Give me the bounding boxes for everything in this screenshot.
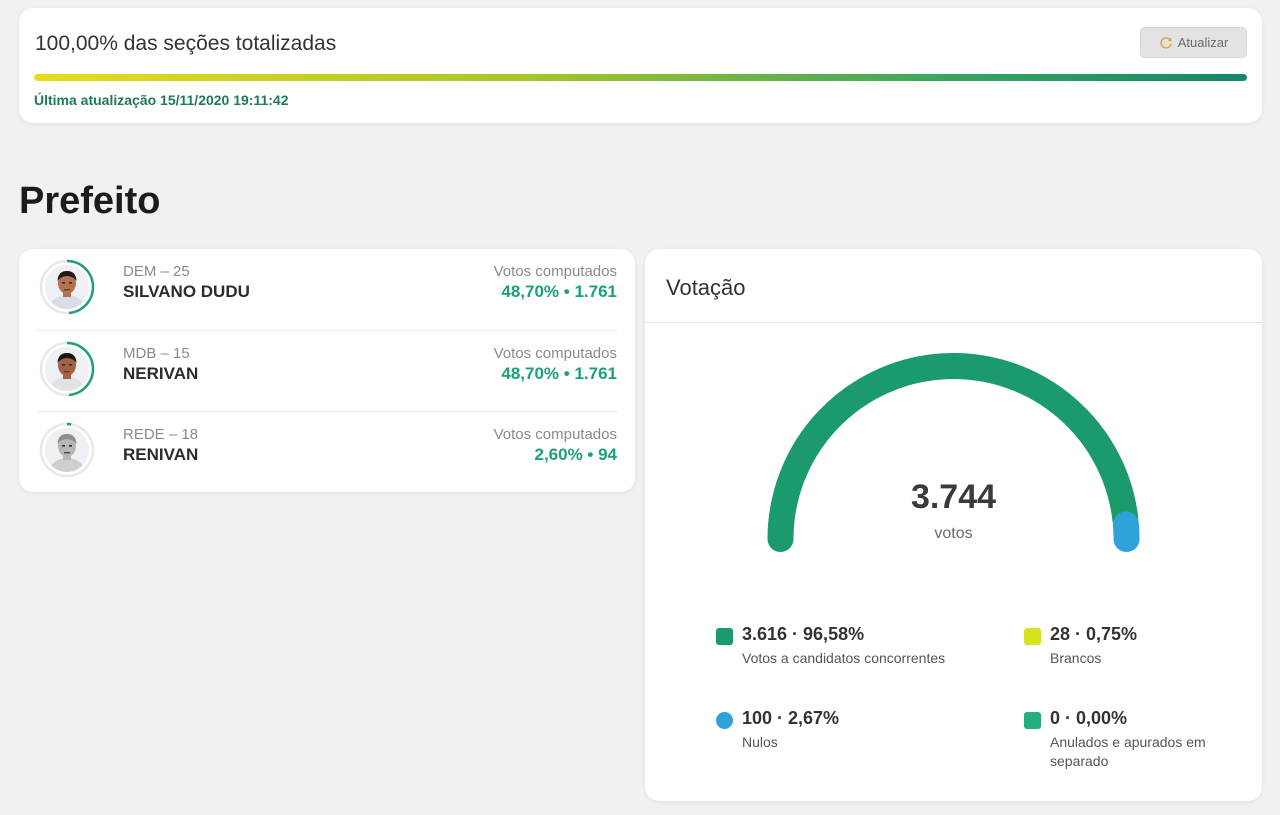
candidate-name: NERIVAN	[123, 364, 199, 383]
legend-label: Votos a candidatos concorrentes	[742, 650, 946, 666]
divider	[645, 322, 1262, 323]
totalization-progress-bar	[34, 74, 1247, 81]
gauge-segment-nulos	[1112, 511, 1140, 552]
candidate-name: RENIVAN	[123, 445, 199, 464]
candidate-photo-icon	[45, 347, 89, 391]
legend-swatch	[716, 628, 733, 645]
legend-label: Anulados e apurados em separado	[1050, 734, 1206, 769]
legend-swatch	[1024, 628, 1041, 645]
votes-value: 48,70% • 1.761	[501, 282, 617, 301]
votes-value: 2,60% • 94	[534, 445, 617, 464]
candidate-row[interactable]: REDE – 18 RENIVAN Votos computados 2,60%…	[37, 411, 617, 492]
totalization-status-card: 100,00% das seções totalizadas Atualizar…	[19, 8, 1262, 123]
section-title: Prefeito	[19, 180, 161, 222]
candidate-party: REDE – 18	[123, 426, 199, 443]
votes-gauge-chart	[767, 353, 1140, 552]
candidate-photo-icon	[45, 265, 89, 309]
candidate-party: DEM – 25	[123, 263, 190, 280]
candidate-row[interactable]: DEM – 25 SILVANO DUDU Votos computados 4…	[37, 249, 617, 330]
votes-label: Votos computados	[493, 426, 617, 443]
votacao-card: Votação 3.744 votos 3.616 · 96,58% Votos…	[645, 249, 1262, 801]
legend-label: Brancos	[1050, 650, 1102, 666]
refresh-icon	[1159, 36, 1173, 50]
candidate-avatar	[39, 422, 95, 478]
last-update-text: Última atualização 15/11/2020 19:11:42	[34, 92, 289, 108]
legend-swatch	[716, 712, 733, 729]
totalization-progress-fill	[34, 74, 1247, 81]
candidates-card: DEM – 25 SILVANO DUDU Votos computados 4…	[19, 249, 635, 492]
gauge-segment-candidatos	[767, 353, 1139, 552]
totalization-title: 100,00% das seções totalizadas	[35, 32, 337, 55]
candidate-photo-icon	[45, 428, 89, 472]
legend-swatch	[1024, 712, 1041, 729]
legend-value: 0 · 0,00%	[1050, 708, 1128, 728]
candidate-row[interactable]: MDB – 15 NERIVAN Votos computados 48,70%…	[37, 330, 617, 411]
legend-value: 28 · 0,75%	[1050, 624, 1138, 644]
candidate-avatar	[39, 259, 95, 315]
candidate-party: MDB – 15	[123, 345, 190, 362]
total-votes: 3.744	[910, 478, 997, 516]
legend-value: 100 · 2,67%	[742, 708, 840, 728]
candidate-avatar	[39, 341, 95, 397]
total-votes-unit: votos	[934, 525, 973, 542]
legend-value: 3.616 · 96,58%	[742, 624, 865, 644]
votes-label: Votos computados	[493, 263, 617, 280]
votes-value: 48,70% • 1.761	[501, 364, 617, 383]
refresh-button[interactable]: Atualizar	[1140, 27, 1247, 58]
refresh-button-label: Atualizar	[1177, 35, 1229, 50]
legend-label: Nulos	[742, 734, 778, 750]
candidate-name: SILVANO DUDU	[123, 282, 250, 301]
votes-label: Votos computados	[493, 345, 617, 362]
votacao-title: Votação	[666, 275, 746, 300]
